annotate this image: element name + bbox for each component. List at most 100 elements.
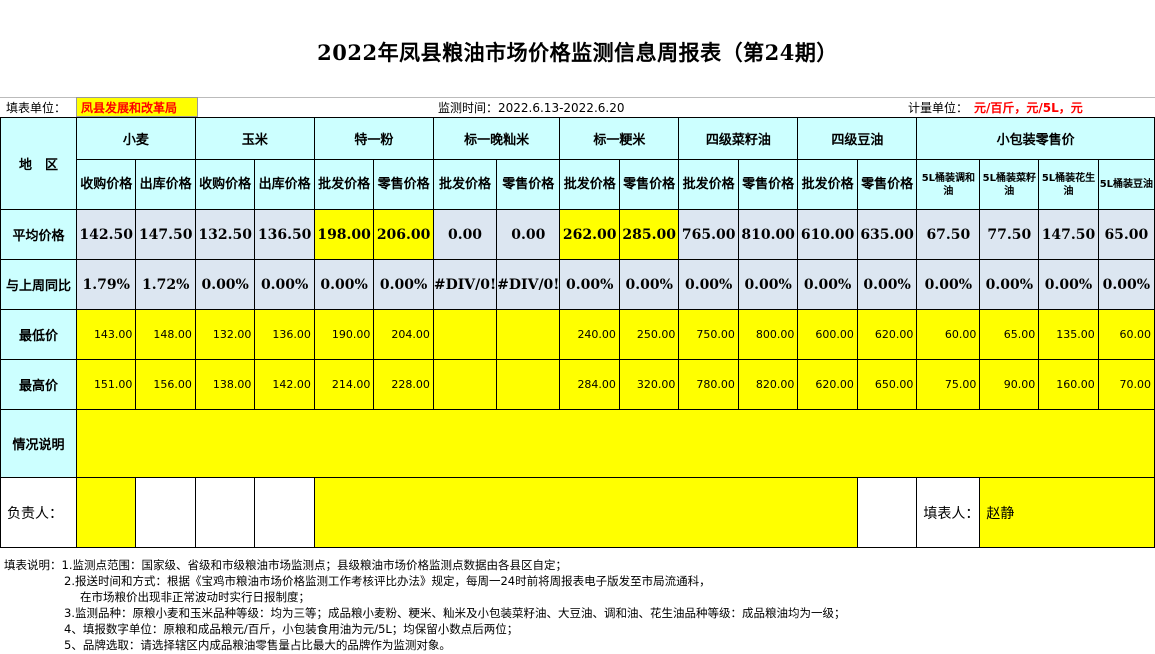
avg-value-cell[interactable]: 765.00	[678, 209, 739, 260]
sub-header-cell[interactable]: 批发价格	[313, 159, 375, 210]
max-value-cell[interactable]: 820.00	[737, 359, 799, 410]
avg-value-cell[interactable]: 65.00	[1097, 209, 1155, 260]
sub-header-cell[interactable]: 5L桶装花生油	[1038, 159, 1099, 210]
group-header-wheat[interactable]: 小麦	[75, 117, 196, 160]
leader-cell-1[interactable]	[75, 477, 137, 548]
max-value-cell[interactable]: 156.00	[135, 359, 196, 410]
avg-value-cell[interactable]: 610.00	[797, 209, 858, 260]
filler-label[interactable]: 填表人：	[916, 477, 981, 548]
avg-value-cell[interactable]: 262.00	[559, 209, 620, 260]
filler-name[interactable]: 赵静	[979, 477, 1155, 548]
max-value-cell[interactable]: 650.00	[856, 359, 918, 410]
group-header-indica-rice[interactable]: 标一晚籼米	[432, 117, 561, 160]
sub-header-cell[interactable]: 5L桶装调和油	[916, 159, 981, 210]
avg-value-cell[interactable]: 77.50	[979, 209, 1040, 260]
yoy-value-cell[interactable]: 0.00%	[559, 259, 620, 310]
yoy-value-cell[interactable]: 0.00%	[618, 259, 680, 310]
avg-value-cell[interactable]: 206.00	[373, 209, 434, 260]
yoy-value-cell[interactable]: 0.00%	[313, 259, 375, 310]
sub-header-cell[interactable]: 零售价格	[737, 159, 799, 210]
group-header-soybean-oil[interactable]: 四级豆油	[797, 117, 918, 160]
leader-cell-4[interactable]	[254, 477, 315, 548]
leader-cell-2[interactable]	[135, 477, 196, 548]
sub-header-cell[interactable]: 5L桶装豆油	[1097, 159, 1155, 210]
avg-value-cell[interactable]: 285.00	[618, 209, 680, 260]
min-value-cell[interactable]: 60.00	[1097, 309, 1155, 360]
group-header-small-package[interactable]: 小包装零售价	[916, 117, 1155, 160]
min-row-label[interactable]: 最低价	[0, 309, 77, 360]
max-value-cell[interactable]: 320.00	[618, 359, 680, 410]
max-value-cell[interactable]: 780.00	[678, 359, 739, 410]
min-value-cell[interactable]: 204.00	[373, 309, 434, 360]
min-value-cell[interactable]: 148.00	[135, 309, 196, 360]
min-value-cell[interactable]: 800.00	[737, 309, 799, 360]
avg-value-cell[interactable]: 0.00	[432, 209, 498, 260]
sub-header-cell[interactable]: 批发价格	[797, 159, 858, 210]
max-value-cell[interactable]: 284.00	[559, 359, 620, 410]
yoy-value-cell[interactable]: 0.00%	[1097, 259, 1155, 310]
region-header[interactable]: 地 区	[0, 117, 77, 210]
leader-signature-cell[interactable]	[313, 477, 858, 548]
sub-header-cell[interactable]: 零售价格	[496, 159, 561, 210]
max-value-cell[interactable]: 160.00	[1038, 359, 1099, 410]
min-value-cell[interactable]: 65.00	[979, 309, 1040, 360]
max-value-cell[interactable]	[432, 359, 498, 410]
avg-value-cell[interactable]: 198.00	[313, 209, 375, 260]
avg-value-cell[interactable]: 147.50	[135, 209, 196, 260]
max-value-cell[interactable]: 228.00	[373, 359, 434, 410]
max-value-cell[interactable]: 214.00	[313, 359, 375, 410]
yoy-value-cell[interactable]: 0.00%	[797, 259, 858, 310]
max-value-cell[interactable]: 151.00	[75, 359, 137, 410]
min-value-cell[interactable]	[496, 309, 561, 360]
unit-value-cell[interactable]: 凤县发展和改革局	[76, 97, 198, 117]
avg-value-cell[interactable]: 810.00	[737, 209, 799, 260]
avg-value-cell[interactable]: 147.50	[1038, 209, 1099, 260]
avg-value-cell[interactable]: 142.50	[75, 209, 137, 260]
sub-header-cell[interactable]: 零售价格	[856, 159, 918, 210]
sub-header-cell[interactable]: 批发价格	[559, 159, 620, 210]
notes-row-content[interactable]	[75, 409, 1155, 478]
max-value-cell[interactable]	[496, 359, 561, 410]
sub-header-cell[interactable]: 收购价格	[194, 159, 256, 210]
min-value-cell[interactable]: 190.00	[313, 309, 375, 360]
sub-header-cell[interactable]: 批发价格	[678, 159, 739, 210]
sub-header-cell[interactable]: 零售价格	[618, 159, 680, 210]
group-header-japonica-rice[interactable]: 标一粳米	[559, 117, 680, 160]
yoy-value-cell[interactable]: #DIV/0!	[432, 259, 498, 310]
group-header-flour[interactable]: 特一粉	[313, 117, 434, 160]
sub-header-cell[interactable]: 出库价格	[254, 159, 315, 210]
yoy-value-cell[interactable]: 0.00%	[979, 259, 1040, 310]
notes-row-label[interactable]: 情况说明	[0, 409, 77, 478]
min-value-cell[interactable]: 250.00	[618, 309, 680, 360]
yoy-value-cell[interactable]: 0.00%	[678, 259, 739, 310]
group-header-corn[interactable]: 玉米	[194, 117, 315, 160]
yoy-value-cell[interactable]: 0.00%	[1038, 259, 1099, 310]
min-value-cell[interactable]: 143.00	[75, 309, 137, 360]
max-value-cell[interactable]: 620.00	[797, 359, 858, 410]
max-value-cell[interactable]: 70.00	[1097, 359, 1155, 410]
max-value-cell[interactable]: 138.00	[194, 359, 256, 410]
yoy-value-cell[interactable]: 0.00%	[254, 259, 315, 310]
avg-row-label[interactable]: 平均价格	[0, 209, 77, 260]
max-row-label[interactable]: 最高价	[0, 359, 77, 410]
yoy-value-cell[interactable]: 0.00%	[856, 259, 918, 310]
sub-header-cell[interactable]: 出库价格	[135, 159, 196, 210]
leader-label[interactable]: 负责人：	[0, 477, 77, 548]
min-value-cell[interactable]: 60.00	[916, 309, 981, 360]
avg-value-cell[interactable]: 635.00	[856, 209, 918, 260]
yoy-value-cell[interactable]: 0.00%	[737, 259, 799, 310]
yoy-value-cell[interactable]: 0.00%	[916, 259, 981, 310]
leader-cell-3[interactable]	[194, 477, 256, 548]
avg-value-cell[interactable]: 67.50	[916, 209, 981, 260]
avg-value-cell[interactable]: 136.50	[254, 209, 315, 260]
blank-cell[interactable]	[856, 477, 918, 548]
sub-header-cell[interactable]: 5L桶装菜籽油	[979, 159, 1040, 210]
min-value-cell[interactable]: 135.00	[1038, 309, 1099, 360]
yoy-value-cell[interactable]: 0.00%	[194, 259, 256, 310]
group-header-rapeseed-oil[interactable]: 四级菜籽油	[678, 117, 799, 160]
min-value-cell[interactable]: 136.00	[254, 309, 315, 360]
sub-header-cell[interactable]: 收购价格	[75, 159, 137, 210]
min-value-cell[interactable]: 132.00	[194, 309, 256, 360]
yoy-value-cell[interactable]: 1.72%	[135, 259, 196, 310]
yoy-value-cell[interactable]: 0.00%	[373, 259, 434, 310]
